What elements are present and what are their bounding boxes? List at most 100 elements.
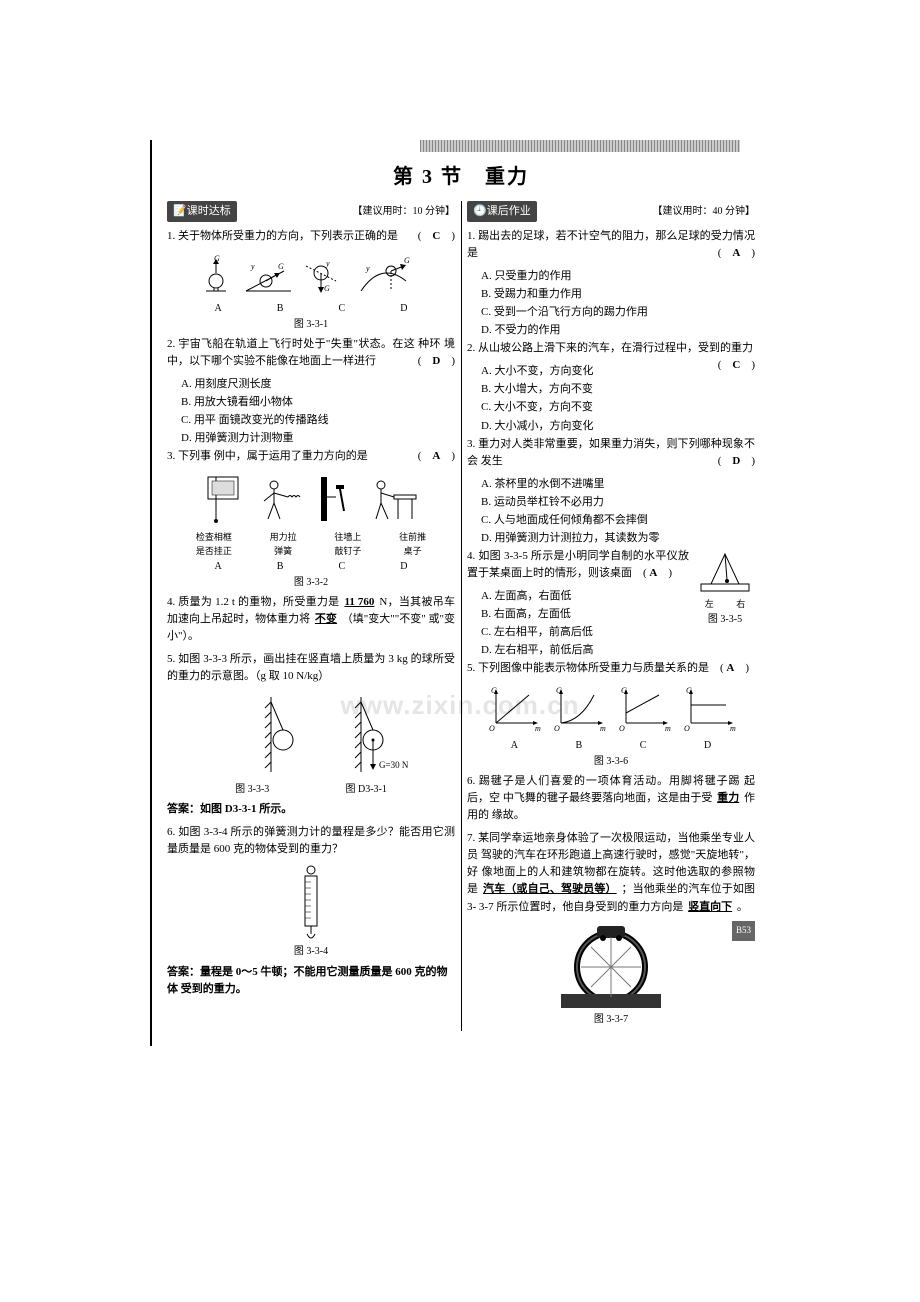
right-q4: 4. 如图 3-3-5 所示是小明同学自制的水平仪放 置于某桌面上时的情形，则该…	[467, 548, 689, 582]
q3-stem: 3. 下列事 例中，属于运用了重力方向的是	[167, 450, 368, 462]
rq2-a: A. 大小不变，方向变化	[481, 363, 755, 380]
q1-lab-b: B	[277, 301, 284, 317]
fig-3-3-4-label: 图 3-3-4	[167, 944, 455, 960]
q2-opt-a: A. 用刻度尺测长度	[181, 376, 455, 393]
rq4-answer: A	[649, 567, 657, 579]
rq2-stem: 2. 从山坡公路上滑下来的汽车，在滑行过程中，受到的重力	[467, 342, 753, 354]
right-q6: 6. 踢毽子是人们喜爱的一项体育活动。用脚将毽子踢 起后，空 中飞舞的毽子最终要…	[467, 773, 755, 824]
q5-answer: 答案：如图 D3-3-1 所示。	[167, 801, 455, 818]
q3-lab-d: D	[400, 559, 407, 575]
q1-lab-d: D	[400, 301, 407, 317]
column-divider	[461, 201, 462, 1031]
rq3-c: C. 人与地面成任何倾角都不会摔倒	[481, 512, 755, 529]
rq1-a: A. 只受重力的作用	[481, 268, 755, 285]
rq3-d: D. 用弹簧测力计测拉力，其读数为零	[481, 530, 755, 547]
rq6-blank: 重力	[715, 792, 741, 804]
rq1-d: D. 不受力的作用	[481, 322, 755, 339]
rq4-c: C. 左右相平，前高后低	[481, 624, 689, 641]
rq4-d: D. 左右相平，前低后高	[481, 642, 689, 659]
rq3-a: A. 茶杯里的水倒不进嘴里	[481, 476, 755, 493]
svg-text:m: m	[665, 724, 671, 733]
q2-opt-b: B. 用放大镜看细小物体	[181, 394, 455, 411]
right-q5: 5. 下列图像中能表示物体所受重力与质量关系的是 ( A )	[467, 660, 755, 677]
q3-cap-a: 检查相框 是否挂正	[196, 531, 232, 559]
svg-text:G: G	[491, 686, 497, 695]
svg-text:O: O	[619, 724, 625, 733]
rq5-lab-b: B	[576, 738, 583, 754]
rq5-lab-c: C	[640, 738, 647, 754]
q3-lab-a: A	[215, 559, 222, 575]
right-q7: 7. 某同学幸运地亲身体验了一次极限运动，当他乘坐专业人员 驾驶的汽车在环形跑道…	[467, 830, 755, 915]
fig-3-3-7-label: 图 3-3-7	[467, 1012, 755, 1028]
right-q2: 2. 从山坡公路上滑下来的汽车，在滑行过程中，受到的重力 ( C )	[467, 340, 755, 357]
q3-cap-c: 往墙上 敲钉子	[334, 531, 361, 559]
left-q6: 6. 如图 3-3-4 所示的弹簧测力计的量程是多少？能否用它测 量质量是 60…	[167, 824, 455, 858]
svg-text:O: O	[489, 724, 495, 733]
rq2-d: D. 大小减小，方向变化	[481, 418, 755, 435]
side-tab: B53	[732, 921, 755, 941]
rq7-blank1: 汽车（或自己、驾驶员等）	[481, 883, 619, 895]
left-column: 📝课时达标 【建议用时：10 分钟】 1. 关于物体所受重力的方向，下列表示正确…	[167, 201, 455, 1031]
rq5-lab-d: D	[704, 738, 711, 754]
svg-text:y: y	[250, 262, 255, 271]
fig-3-3-7: 图 3-3-7	[467, 922, 755, 1028]
q1-stem: 1. 关于物体所受重力的方向，下列表示正确的是	[167, 230, 398, 242]
fig-3-3-5: 左 右 图 3-3-5	[695, 548, 755, 660]
svg-text:O: O	[684, 724, 690, 733]
q3-answer: ( A )	[418, 448, 455, 465]
svg-text:G: G	[404, 256, 410, 265]
q2-opt-c: C. 用平 面镜改变光的传播路线	[181, 412, 455, 429]
fig-3-3-3-label: 图 3-3-3	[235, 782, 269, 798]
fig-3-3-1-label: 图 3-3-1	[167, 317, 455, 333]
badge-keshi: 📝课时达标	[167, 201, 237, 222]
svg-text:m: m	[535, 724, 541, 733]
q3-lab-c: C	[339, 559, 346, 575]
q1-lab-c: C	[339, 301, 346, 317]
rq5-lab-a: A	[511, 738, 518, 754]
left-q2: 2. 宇宙飞船在轨道上飞行时处于"失重"状态。在这 种环 境中，以下哪个实验不能…	[167, 336, 455, 370]
badge-homework: 🕘课后作业	[467, 201, 537, 222]
svg-text:G: G	[621, 686, 627, 695]
q3-cap-d: 往前推 桌子	[399, 531, 426, 559]
rq1-stem: 1. 踢出去的足球，若不计空气的阻力，那么足球的受力情况是	[467, 230, 755, 259]
left-q3: 3. 下列事 例中，属于运用了重力方向的是 ( A )	[167, 448, 455, 465]
rq3-b: B. 运动员举杠铃不必用力	[481, 494, 755, 511]
svg-text:m: m	[730, 724, 736, 733]
fig-3-3-5-label: 图 3-3-5	[695, 612, 755, 628]
right-q3: 3. 重力对人类非常重要，如果重力消失，则下列哪种现象不会 发生 ( D )	[467, 436, 755, 470]
rq1-answer: ( A )	[718, 245, 755, 262]
q1-lab-a: A	[215, 301, 222, 317]
svg-text:m: m	[600, 724, 606, 733]
left-q1: 1. 关于物体所受重力的方向，下列表示正确的是 ( C )	[167, 228, 455, 245]
q4-stem-a: 4. 质量为 1.2 t 的重物，所受重力是	[167, 596, 339, 608]
q2-answer: ( D )	[418, 353, 455, 370]
svg-text:G: G	[556, 686, 562, 695]
rq2-c: C. 大小不变，方向不变	[481, 399, 755, 416]
rq7-c: 。	[737, 901, 748, 913]
rq2-b: B. 大小增大，方向不变	[481, 381, 755, 398]
time-note-left: 【建议用时：10 分钟】	[353, 204, 456, 220]
left-q4: 4. 质量为 1.2 t 的重物，所受重力是 11 760 N，当其被吊车 加速…	[167, 594, 455, 645]
q2-stem: 2. 宇宙飞船在轨道上飞行时处于"失重"状态。在这 种环 境中，以下哪个实验不能…	[167, 338, 455, 367]
fig-d3-3-1-label: 图 D3-3-1	[346, 782, 387, 798]
svg-text:G: G	[686, 686, 692, 695]
rq3-stem: 3. 重力对人类非常重要，如果重力消失，则下列哪种现象不会 发生	[467, 438, 755, 467]
left-q5: 5. 如图 3-3-3 所示，画出挂在竖直墙上质量为 3 kg 的球所受 的重力…	[167, 651, 455, 685]
time-note-right: 【建议用时：40 分钟】	[653, 204, 756, 220]
fig-3-3-6: Gm O Gm O	[467, 683, 755, 769]
rq1-b: B. 受踢力和重力作用	[481, 286, 755, 303]
svg-text:y: y	[325, 259, 330, 268]
q1-answer: ( C )	[418, 228, 455, 245]
q3-lab-b: B	[277, 559, 284, 575]
rq3-answer: ( D )	[718, 453, 755, 470]
rq7-blank2: 竖直向下	[686, 901, 734, 913]
fig-3-3-3: G=30 N 图 3-3-3 图 D3-3-1	[167, 692, 455, 798]
q6-answer: 答案：量程是 0～5 牛顿；不能用它测量质量是 600 克的物体 受到的重力。	[167, 964, 455, 998]
rq2-answer: ( C )	[718, 357, 755, 374]
rq4-b: B. 右面高，左面低	[481, 606, 689, 623]
fig-3-3-1: G G y G	[167, 251, 455, 332]
rq5-answer: A	[726, 662, 734, 674]
fig-3-3-6-label: 图 3-3-6	[467, 754, 755, 770]
rq6-a: 6. 踢毽子是人们喜爱的一项体育活动。用脚将毽子踢 起后，空 中飞舞的毽子最终要…	[467, 775, 755, 804]
q2-opt-d: D. 用弹簧测力计测物重	[181, 430, 455, 447]
